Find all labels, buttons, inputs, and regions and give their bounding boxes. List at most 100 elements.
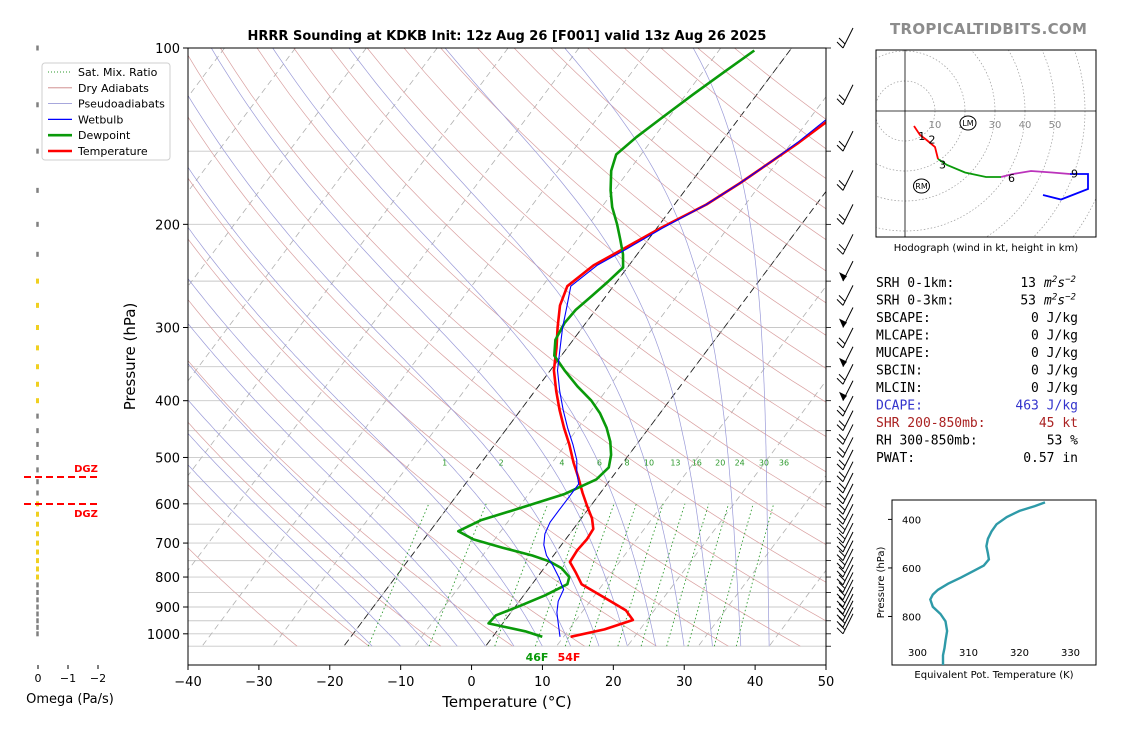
mixing-ratio-line	[428, 503, 487, 647]
hodograph-caption: Hodograph (wind in kt, height in km)	[894, 243, 1079, 254]
y-axis-label: Pressure (hPa)	[121, 303, 139, 411]
wind-barb-feather	[838, 493, 846, 501]
wind-barb-feather	[836, 621, 844, 628]
wind-barb-feather	[836, 517, 844, 525]
mixing-ratio-label: 10	[644, 458, 654, 467]
hodograph-frame	[875, 49, 1097, 238]
hodograph-panel: 102030405012369LMRM	[875, 49, 1097, 238]
wind-barb-feather	[836, 593, 844, 601]
dry-adiabat	[256, 48, 826, 546]
hodograph-segment	[1042, 173, 1089, 201]
index-label: MUCAPE:	[876, 346, 931, 361]
wind-barb-feather	[836, 341, 844, 349]
wind-barb-feather	[838, 243, 846, 251]
omega-bar	[36, 302, 39, 308]
mixing-ratio-line	[713, 503, 754, 647]
pseudoadiabat	[210, 48, 628, 647]
series-temperature-line	[552, 120, 826, 639]
chart-title: HRRR Sounding at KDKB Init: 12z Aug 26 […	[248, 29, 767, 44]
hodograph-marker	[913, 178, 930, 194]
wind-barb-staff	[842, 395, 854, 417]
isotherm-line	[188, 48, 367, 287]
wind-barb-feather	[836, 600, 844, 608]
legend-label: Wetbulb	[78, 113, 123, 126]
wind-barb	[839, 346, 854, 367]
omega-panel	[24, 45, 100, 637]
hodograph-height-label: 9	[1071, 167, 1078, 180]
wind-barb-feather	[836, 607, 844, 615]
wind-barb-feather	[836, 570, 844, 578]
omega-bar	[36, 345, 39, 351]
dry-adiabat	[440, 48, 826, 369]
dgz-label-top: DGZ	[74, 464, 98, 475]
wind-barb-feather	[838, 373, 846, 381]
wind-barb-feather	[836, 144, 844, 152]
y-tick-label: 100	[155, 42, 180, 57]
hodograph-ring-label: 10	[929, 120, 942, 131]
wind-barb-feather	[838, 420, 846, 428]
mixing-ratio-label: 30	[759, 458, 769, 467]
legend-label: Sat. Mix. Ratio	[78, 66, 158, 79]
surface-temperature-label: 54F	[558, 651, 581, 664]
omega-bar	[36, 511, 39, 517]
wind-barb-feather	[836, 451, 844, 458]
omega-bar	[36, 381, 39, 387]
pseudoadiabat	[188, 363, 458, 647]
wind-barb-feather	[836, 562, 844, 570]
omega-bar	[36, 589, 39, 595]
x-tick-label: −30	[245, 675, 272, 690]
omega-bar	[36, 624, 39, 630]
mixing-ratio-label: 16	[692, 458, 702, 467]
wind-barb-staff	[842, 437, 854, 458]
isotherm-line	[188, 48, 296, 193]
theta-e-x-axis-label: Equivalent Pot. Temperature (K)	[914, 670, 1073, 681]
dry-adiabat	[220, 48, 826, 583]
omega-bar	[36, 604, 39, 610]
wind-barb	[836, 364, 854, 385]
wind-barb-feather	[836, 463, 844, 471]
wind-barb	[836, 395, 854, 417]
omega-bar	[36, 278, 39, 284]
wind-barb-staff	[842, 564, 854, 586]
index-value: 53	[1020, 294, 1036, 309]
wind-barb-staff	[842, 613, 854, 635]
mixing-ratio-line	[687, 503, 730, 647]
hodograph-marker-label: RM	[915, 182, 928, 191]
wind-barb	[836, 204, 854, 225]
x-tick-label: −20	[316, 675, 343, 690]
wind-barb-staff	[842, 130, 854, 152]
pseudoadiabat	[444, 48, 713, 647]
wind-barb-feather	[836, 507, 844, 515]
omega-bar	[36, 540, 39, 546]
wind-barb-feather	[838, 603, 846, 611]
wind-barb	[836, 522, 854, 544]
wind-barb-staff	[842, 327, 854, 349]
mixing-ratio-label: 24	[735, 458, 745, 467]
hodograph-ring-label: 40	[1019, 120, 1032, 131]
wind-barb-flag	[839, 391, 847, 401]
wind-barb-staff	[842, 204, 854, 225]
wind-barb-staff	[842, 522, 854, 544]
dry-adiabat	[293, 48, 826, 509]
wind-barb-feather	[838, 610, 846, 618]
wind-barb	[836, 410, 854, 432]
x-axis-label: Temperature (°C)	[441, 693, 571, 711]
wind-barb-staff	[842, 513, 854, 535]
wind-barb-staff	[842, 531, 854, 553]
legend-label: Pseudoadiabats	[78, 98, 165, 111]
hodograph-marker-label: LM	[962, 119, 973, 128]
wind-barb-feather	[838, 180, 846, 187]
wind-barb	[836, 449, 854, 471]
wind-barb-feather	[836, 98, 844, 106]
wind-barb-feather	[838, 566, 846, 574]
omega-bar	[36, 597, 39, 603]
brand-watermark: TROPICALTIDBITS.COM	[890, 20, 1088, 38]
wind-barb-feather	[838, 447, 846, 454]
hodograph-ring-label: 50	[1049, 120, 1062, 131]
wind-barb-staff	[842, 234, 854, 255]
x-tick-label: 20	[605, 675, 622, 690]
wind-barb	[836, 572, 854, 593]
wind-barb-feather	[838, 523, 846, 531]
wind-barb-staff	[842, 449, 854, 471]
wind-barb-staff	[842, 285, 854, 306]
